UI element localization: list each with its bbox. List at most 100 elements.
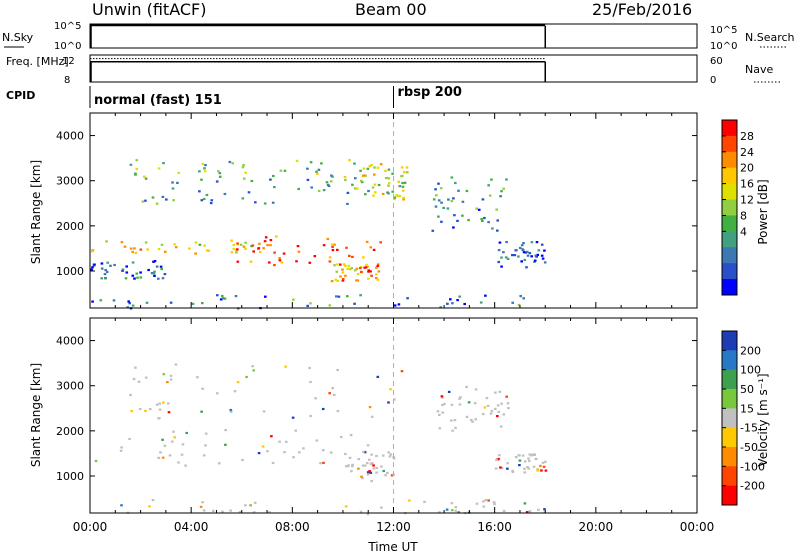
cell-b5-45 — [457, 511, 460, 514]
cell-b5-0 — [336, 263, 339, 266]
cell-b1-21 — [174, 363, 178, 366]
cell-b3-25 — [204, 164, 207, 167]
nsky-ytick-right-top: 10^5 — [710, 25, 737, 36]
colorbar-label-2: 20 — [740, 162, 754, 175]
cell-b5-4 — [120, 504, 123, 507]
cell-b0-47 — [271, 461, 275, 465]
cell-b3-12 — [359, 169, 362, 172]
cell-b2-18 — [384, 474, 387, 477]
cell-b0-26 — [157, 456, 160, 459]
cell-b0-7 — [181, 443, 185, 446]
cell-b7-38 — [540, 254, 544, 257]
cell-b6-18 — [496, 219, 499, 222]
freq-ytick-top: 12 — [62, 56, 75, 67]
cell-b5-38 — [212, 509, 215, 512]
cell-b0-9 — [244, 247, 247, 250]
cell-b0-44 — [159, 451, 162, 454]
cell-b2-24 — [317, 189, 321, 192]
cell-b3-34 — [329, 180, 333, 183]
cell-b3-2 — [474, 388, 478, 391]
cell-b1-37 — [339, 263, 342, 266]
cell-b1-41 — [365, 240, 369, 243]
cell-b8-30 — [220, 294, 224, 298]
cell-b8-35 — [463, 302, 466, 306]
cell-b0-4 — [230, 251, 234, 254]
colorbar-swatch-8 — [722, 485, 737, 506]
cell-b1-26 — [134, 366, 137, 369]
cell-b3-5 — [441, 396, 444, 399]
cell-b2-32 — [250, 179, 254, 183]
cell-b4-38 — [398, 194, 402, 198]
cell-b4-32 — [401, 189, 405, 192]
cell-b7-14 — [521, 248, 524, 251]
cell-b1-35 — [345, 246, 348, 249]
cell-b5-22 — [339, 275, 342, 278]
cell-b3-23 — [450, 403, 454, 406]
ytick-label-0: 1000 — [56, 470, 84, 483]
cell-b0-16 — [368, 458, 371, 461]
ytick-label-2: 3000 — [56, 380, 84, 393]
cell-b0-10 — [357, 458, 361, 461]
cell-b2-42 — [198, 190, 201, 193]
cell-b4-29 — [527, 467, 531, 470]
cell-b7-15 — [518, 246, 522, 250]
cell-b4-7 — [533, 453, 537, 456]
cell-b3-0 — [344, 178, 347, 182]
cell-b8-42 — [456, 299, 459, 302]
colorbar-label-3: 15 — [740, 402, 754, 415]
cell-b1-22 — [342, 263, 346, 266]
cell-b1-3 — [251, 244, 255, 247]
cell-b1-17 — [257, 247, 261, 250]
cell-b6-9 — [446, 207, 450, 210]
colorbar-swatch-7 — [722, 466, 737, 487]
x-axis-label: Time UT — [367, 540, 418, 554]
cell-b5-7 — [523, 502, 527, 505]
cell-b4-37 — [534, 457, 538, 461]
cell-b0-36 — [315, 439, 319, 442]
cell-b7-34 — [500, 256, 503, 259]
cell-b2-35 — [361, 464, 365, 467]
cell-b6-11 — [461, 200, 465, 203]
cell-b4-1 — [523, 460, 527, 463]
cell-b5-6 — [493, 503, 496, 506]
cell-b7-40 — [530, 255, 533, 258]
cell-b6-43 — [452, 197, 455, 200]
colorbar-label-6: 4 — [740, 225, 747, 238]
cell-b4-9 — [544, 460, 547, 463]
nsky-panel: N.Sky 10^5 10^0 10^5 10^0 N.Search — [2, 21, 795, 52]
cell-b1-5 — [278, 257, 281, 260]
cell-b7-2 — [530, 241, 534, 244]
cell-b1-39 — [372, 248, 376, 251]
colorbar-label-0: 28 — [740, 130, 754, 143]
cell-b0-32 — [161, 438, 164, 441]
cell-b1-29 — [282, 252, 286, 255]
cell-b7-16 — [497, 249, 501, 252]
cell-b6-7 — [452, 226, 455, 229]
cell-b5-20 — [484, 499, 488, 502]
cell-b2-26 — [172, 199, 175, 202]
cell-b0-12 — [262, 247, 265, 250]
cell-b1-11 — [196, 376, 199, 379]
cell-b5-42 — [244, 504, 247, 507]
cell-b2-22 — [401, 185, 405, 188]
cell-b9-33 — [125, 271, 129, 274]
cell-b3-31 — [496, 415, 499, 418]
cell-b1-13 — [333, 243, 336, 246]
cell-b4-0 — [518, 464, 521, 467]
xtick-label-5: 20:00 — [579, 520, 614, 534]
cell-b2-9 — [171, 187, 175, 190]
cell-b5-9 — [249, 504, 252, 507]
cell-b3-30 — [354, 177, 357, 180]
colorbar-swatch-0 — [722, 120, 737, 137]
cell-b8-16 — [335, 295, 338, 298]
cell-b0-12 — [322, 461, 325, 464]
cell-b2-3 — [345, 465, 348, 468]
cell-b3-37 — [362, 167, 366, 170]
cell-b0-39 — [202, 454, 206, 457]
cell-b4-25 — [391, 172, 394, 175]
cell-b7-37 — [537, 249, 541, 252]
velocity-colorbar-label: Velocity [m s⁻¹] — [756, 373, 770, 466]
cell-b1-0 — [284, 365, 287, 368]
cell-b1-5 — [400, 370, 404, 373]
cell-b2-20 — [372, 464, 375, 467]
